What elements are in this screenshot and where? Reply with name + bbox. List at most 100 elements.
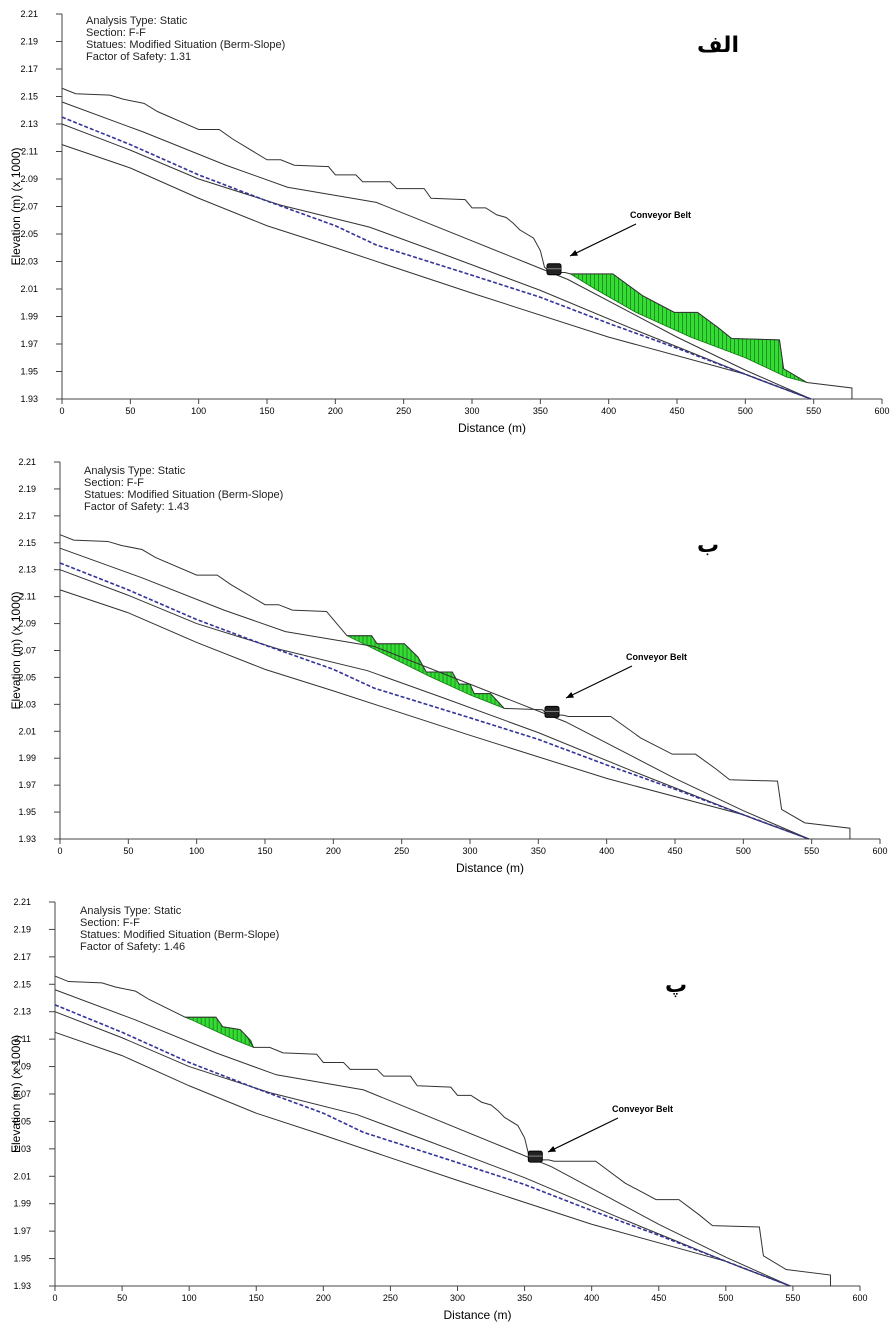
analysis-type-text: Analysis Type: Static <box>86 15 188 27</box>
y-tick-label: 1.97 <box>13 1226 31 1236</box>
conveyor-belt-arrowhead <box>570 249 578 256</box>
y-tick-label: 2.09 <box>20 174 38 184</box>
chart-panel-be: 1.93 1.95 1.97 1.99 2.01 2.03 2.05 2.07 2.09 2.11… <box>0 448 895 880</box>
x-tick-label: 350 <box>533 406 548 416</box>
conveyor-belt-label: Conveyor Belt <box>626 652 687 662</box>
x-tick-label: 250 <box>383 1293 398 1303</box>
conveyor-belt-label: Conveyor Belt <box>612 1104 673 1114</box>
y-tick-label: 1.97 <box>18 780 36 790</box>
profile-line-2 <box>59 569 810 840</box>
profile-line-1 <box>61 101 812 400</box>
y-tick-label: 2.11 <box>14 1034 31 1044</box>
chart-panel-pe: 1.93 1.95 1.97 1.99 2.01 2.03 2.05 2.07 2.09 2.11… <box>0 888 895 1334</box>
section-text: Section: F-F <box>86 27 146 39</box>
y-tick-label: 2.03 <box>18 699 36 709</box>
x-tick-label: 150 <box>259 406 274 416</box>
section-text: Section: F-F <box>84 477 144 489</box>
profile-line-1 <box>59 547 810 840</box>
panel-label: ب <box>697 533 719 558</box>
y-tick-label: 1.95 <box>18 807 36 817</box>
conveyor-belt-arrowhead <box>566 691 574 698</box>
x-tick-label: 500 <box>718 1293 733 1303</box>
slip-mass-hatching <box>347 635 504 709</box>
y-tick-label: 2.17 <box>18 511 36 521</box>
profile-line-2 <box>54 1011 791 1287</box>
x-axis-title: Distance (m) <box>458 421 526 435</box>
y-tick-label: 2.03 <box>13 1144 31 1154</box>
y-tick-label: 2.21 <box>20 9 38 19</box>
conveyor-belt-arrow <box>565 665 633 699</box>
panel-label: الف <box>697 33 739 58</box>
profile-line-3 <box>61 144 812 400</box>
y-tick-label: 2.17 <box>20 64 38 74</box>
x-tick-label: 0 <box>59 406 64 416</box>
profile-line-2 <box>61 123 812 400</box>
y-tick-label: 2.05 <box>13 1116 31 1126</box>
y-tick-label: 2.01 <box>20 284 38 294</box>
slip-mass <box>568 273 808 383</box>
y-tick-label: 2.01 <box>13 1171 31 1181</box>
y-tick-label: 1.99 <box>18 753 36 763</box>
x-tick-label: 550 <box>806 406 821 416</box>
y-tick-label: 2.13 <box>18 565 36 575</box>
x-tick-label: 0 <box>52 1293 57 1303</box>
conveyor-belt-label: Conveyor Belt <box>630 210 691 220</box>
y-tick-label: 1.99 <box>20 312 38 322</box>
conveyor-belt-arrow <box>547 1117 619 1153</box>
profile-line-0 <box>61 87 853 399</box>
profile-line-0 <box>54 975 831 1286</box>
status-text: Statues: Modified Situation (Berm-Slope) <box>86 39 285 51</box>
phreatic-line <box>61 116 812 400</box>
profile-line-3 <box>54 1031 791 1287</box>
x-tick-label: 550 <box>785 1293 800 1303</box>
x-axis-title: Distance (m) <box>456 861 524 875</box>
y-tick-label: 2.17 <box>13 952 31 962</box>
factor-of-safety-text: Factor of Safety: 1.46 <box>80 941 185 953</box>
x-tick-label: 600 <box>872 846 887 856</box>
y-tick-label: 1.97 <box>20 339 38 349</box>
y-tick-label: 1.99 <box>13 1199 31 1209</box>
y-tick-label: 2.11 <box>19 592 36 602</box>
x-tick-label: 350 <box>517 1293 532 1303</box>
x-tick-label: 50 <box>125 406 135 416</box>
conveyor-belt-arrowhead <box>548 1145 556 1152</box>
y-tick-label: 2.09 <box>13 1062 31 1072</box>
x-tick-label: 300 <box>462 846 477 856</box>
y-tick-label: 2.21 <box>18 457 36 467</box>
x-tick-label: 550 <box>804 846 819 856</box>
y-tick-label: 2.19 <box>18 484 36 494</box>
x-tick-label: 200 <box>326 846 341 856</box>
x-tick-label: 200 <box>328 406 343 416</box>
y-tick-label: 2.01 <box>18 726 36 736</box>
x-tick-label: 50 <box>117 1293 127 1303</box>
x-tick-label: 150 <box>257 846 272 856</box>
analysis-type-text: Analysis Type: Static <box>84 465 186 477</box>
y-tick-label: 2.05 <box>18 672 36 682</box>
x-tick-label: 150 <box>249 1293 264 1303</box>
y-tick-label: 2.19 <box>20 37 38 47</box>
factor-of-safety-text: Factor of Safety: 1.31 <box>86 51 191 63</box>
x-tick-label: 100 <box>182 1293 197 1303</box>
x-tick-label: 100 <box>189 846 204 856</box>
x-tick-label: 450 <box>669 406 684 416</box>
slope-stability-chart-alef: 1.93 1.95 1.97 1.99 2.01 2.03 2.05 2.07 2.09 2.11… <box>9 9 890 435</box>
y-tick-label: 1.95 <box>13 1254 31 1264</box>
y-tick-label: 2.19 <box>13 924 31 934</box>
y-tick-label: 1.93 <box>18 834 36 844</box>
y-tick-label: 2.15 <box>18 538 36 548</box>
y-axis-title: Elevation (m) (x 1000) <box>9 591 23 709</box>
phreatic-line <box>59 562 810 840</box>
y-tick-label: 1.95 <box>20 367 38 377</box>
x-tick-label: 200 <box>316 1293 331 1303</box>
y-axis-title: Elevation (m) (x 1000) <box>9 147 23 265</box>
y-tick-label: 2.15 <box>13 979 31 989</box>
x-tick-label: 400 <box>584 1293 599 1303</box>
y-axis-title: Elevation (m) (x 1000) <box>9 1035 23 1153</box>
x-tick-label: 500 <box>738 406 753 416</box>
x-tick-label: 350 <box>531 846 546 856</box>
x-tick-label: 300 <box>464 406 479 416</box>
slip-mass-hatching <box>185 1017 254 1048</box>
x-axis-title: Distance (m) <box>443 1308 511 1322</box>
section-text: Section: F-F <box>80 917 140 929</box>
phreatic-line <box>54 1004 791 1287</box>
